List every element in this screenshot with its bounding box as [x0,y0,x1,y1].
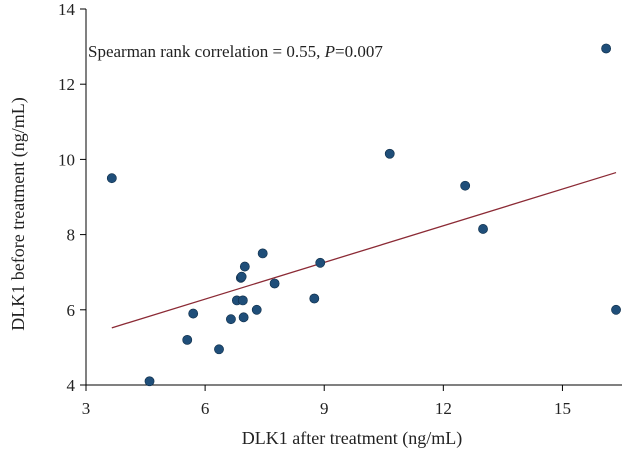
y-tick-label: 6 [67,301,76,320]
data-point [214,344,224,355]
data-point [236,271,247,282]
y-tick-label: 12 [58,75,75,94]
x-ticks: 3 6 9 12 15 [82,385,571,418]
x-tick-label: 9 [320,399,329,418]
data-point [182,334,193,345]
data-point [237,295,248,306]
data-point [460,180,471,191]
correlation-annotation: Spearman rank correlation = 0.55, P=0.00… [88,42,383,61]
data-point [238,312,249,323]
data-point [144,376,155,387]
data-point [239,261,250,272]
data-point [188,308,199,319]
y-axis-label: DLK1 before treatment (ng/mL) [8,97,29,330]
fit-line-group [111,171,617,329]
data-point [251,304,262,315]
data-point [269,278,280,289]
axes [85,9,622,386]
data-points [106,43,621,387]
data-point [106,173,117,184]
y-ticks: 4 6 8 10 12 14 [58,0,86,395]
data-point [601,43,612,54]
y-tick-label: 14 [58,0,76,19]
data-point [611,304,621,315]
y-tick-label: 4 [67,376,76,395]
data-point [309,293,320,304]
data-point [315,257,326,268]
data-point [226,314,236,325]
fit-line [111,171,617,329]
x-axis-label: DLK1 after treatment (ng/mL) [242,428,462,449]
x-tick-label: 12 [435,399,452,418]
x-tick-label: 15 [554,399,571,418]
y-tick-label: 10 [58,150,75,169]
y-tick-label: 8 [67,226,76,245]
data-point [384,148,395,159]
x-tick-label: 6 [201,399,210,418]
x-tick-label: 3 [82,399,91,418]
data-point [478,224,488,234]
data-point [257,248,268,259]
